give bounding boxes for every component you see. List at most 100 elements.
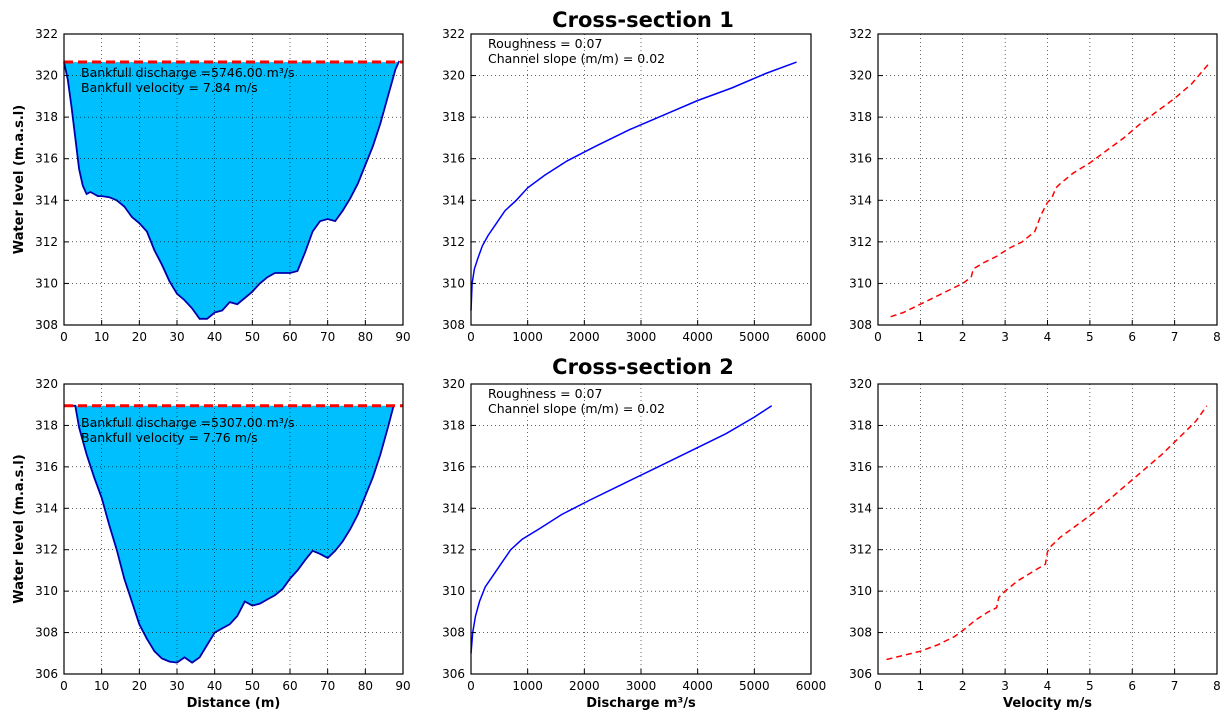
y-tick-label: 314 <box>442 501 465 515</box>
y-tick-label: 316 <box>442 152 465 166</box>
annotation-text: Roughness = 0.07 <box>488 36 602 51</box>
x-axis-label: Discharge m³/s <box>586 696 696 711</box>
y-tick-label: 320 <box>442 377 465 391</box>
x-tick-label: 2 <box>959 679 967 693</box>
x-tick-label: 60 <box>282 679 297 693</box>
x-tick-label: 2 <box>959 330 967 344</box>
rating-curve-line <box>470 405 773 654</box>
axes-frame <box>63 383 404 675</box>
title-cross-section-1: Cross-section 1 <box>552 8 734 32</box>
x-tick-label: 3 <box>1001 330 1009 344</box>
y-tick-label: 314 <box>849 501 872 515</box>
x-tick-label: 5000 <box>739 679 770 693</box>
cross-section-1-profile: 0 10 20 30 40 50 60 70 80 90 308 310 312 314 316 318 320… <box>12 27 411 344</box>
y-tick-label: 310 <box>35 584 58 598</box>
y-tick-label: 314 <box>442 193 465 207</box>
y-tick-label: 318 <box>442 110 465 124</box>
plot-area <box>471 34 811 325</box>
x-tick-label: 7 <box>1171 330 1179 344</box>
y-tick-label: 310 <box>442 276 465 290</box>
x-tick-label: 40 <box>207 330 222 344</box>
cross-section-2-rating: 0 1000 2000 3000 4000 5000 6000 306 308 310 312 314… <box>442 377 826 711</box>
water-fill <box>64 405 394 663</box>
cross-section-1-velocity: 0 1 2 3 4 5 6 7 8 308 310 312 314 316 318 320 322 <box>849 27 1221 344</box>
cross-section-2-velocity: 0 1 2 3 4 5 6 7 8 306 308 310 312 314 316 318 320 Velocit… <box>849 377 1221 711</box>
y-axis-label: Water level (m.a.s.l) <box>12 105 27 254</box>
y-tick-label: 316 <box>35 460 58 474</box>
y-tick-label: 320 <box>35 69 58 83</box>
y-tick-label: 306 <box>849 667 872 681</box>
x-tick-label: 0 <box>467 330 475 344</box>
y-tick-label: 314 <box>849 193 872 207</box>
y-tick-label: 318 <box>849 418 872 432</box>
y-tick-label: 312 <box>35 235 58 249</box>
x-tick-label: 0 <box>874 330 882 344</box>
x-tick-label: 1 <box>917 330 925 344</box>
y-tick-label: 318 <box>35 418 58 432</box>
x-tick-label: 90 <box>395 330 410 344</box>
y-tick-label: 312 <box>442 235 465 249</box>
axes-frame <box>63 33 404 326</box>
y-tick-label: 318 <box>442 418 465 432</box>
cross-section-1-rating: 0 1000 2000 3000 4000 5000 6000 308 310 312 314 316… <box>442 27 826 344</box>
x-axis-label: Velocity m/s <box>1003 696 1092 711</box>
y-tick-label: 318 <box>849 110 872 124</box>
x-tick-label: 8 <box>1213 330 1221 344</box>
velocity-line <box>886 405 1208 661</box>
x-tick-label: 80 <box>358 330 373 344</box>
cross-section-2-profile: 0 10 20 30 40 50 60 70 80 90 306 308 310 312 314 316 318… <box>12 377 411 711</box>
velocity-line <box>890 61 1211 318</box>
y-tick-label: 308 <box>849 626 872 640</box>
y-tick-label: 312 <box>849 235 872 249</box>
y-tick-label: 320 <box>849 69 872 83</box>
y-tick-label: 308 <box>35 626 58 640</box>
x-tick-label: 3000 <box>626 679 657 693</box>
y-tick-label: 322 <box>849 27 872 41</box>
x-tick-label: 0 <box>467 679 475 693</box>
x-tick-label: 3000 <box>626 330 657 344</box>
y-tick-label: 316 <box>849 460 872 474</box>
y-tick-label: 310 <box>442 584 465 598</box>
x-tick-label: 90 <box>395 679 410 693</box>
annotation-text: Channel slope (m/m) = 0.02 <box>488 401 665 416</box>
annotation-text: Roughness = 0.07 <box>488 386 602 401</box>
x-tick-label: 1000 <box>512 679 543 693</box>
x-tick-label: 10 <box>94 330 109 344</box>
x-tick-label: 40 <box>207 679 222 693</box>
y-tick-label: 308 <box>442 626 465 640</box>
y-tick-label: 316 <box>35 152 58 166</box>
y-tick-label: 314 <box>35 193 58 207</box>
x-tick-label: 70 <box>320 330 335 344</box>
y-tick-label: 322 <box>442 27 465 41</box>
title-cross-section-2: Cross-section 2 <box>552 355 734 379</box>
annotation-text: Bankfull velocity = 7.84 m/s <box>81 80 258 95</box>
y-tick-label: 308 <box>442 318 465 332</box>
y-tick-label: 322 <box>35 27 58 41</box>
x-tick-label: 5 <box>1086 330 1094 344</box>
x-tick-label: 2000 <box>569 679 600 693</box>
x-tick-label: 6 <box>1128 679 1136 693</box>
y-tick-label: 306 <box>35 667 58 681</box>
x-tick-label: 0 <box>60 330 68 344</box>
annotation-text: Channel slope (m/m) = 0.02 <box>488 51 665 66</box>
x-tick-label: 60 <box>282 330 297 344</box>
x-tick-label: 30 <box>169 679 184 693</box>
x-tick-label: 6000 <box>796 679 827 693</box>
x-tick-label: 0 <box>874 679 882 693</box>
annotation-text: Bankfull discharge =5746.00 m³/s <box>81 65 295 80</box>
x-tick-label: 80 <box>358 679 373 693</box>
y-tick-label: 320 <box>849 377 872 391</box>
x-tick-label: 4 <box>1044 679 1052 693</box>
y-tick-label: 306 <box>442 667 465 681</box>
x-tick-label: 7 <box>1171 679 1179 693</box>
y-axis-label: Water level (m.a.s.l) <box>12 454 27 603</box>
x-axis-label: Distance (m) <box>187 696 281 711</box>
y-tick-label: 308 <box>849 318 872 332</box>
x-tick-label: 6 <box>1128 330 1136 344</box>
y-tick-label: 308 <box>35 318 58 332</box>
x-tick-label: 50 <box>245 330 260 344</box>
y-tick-label: 312 <box>442 543 465 557</box>
y-tick-label: 318 <box>35 110 58 124</box>
x-tick-label: 5000 <box>739 330 770 344</box>
x-tick-label: 30 <box>169 330 184 344</box>
